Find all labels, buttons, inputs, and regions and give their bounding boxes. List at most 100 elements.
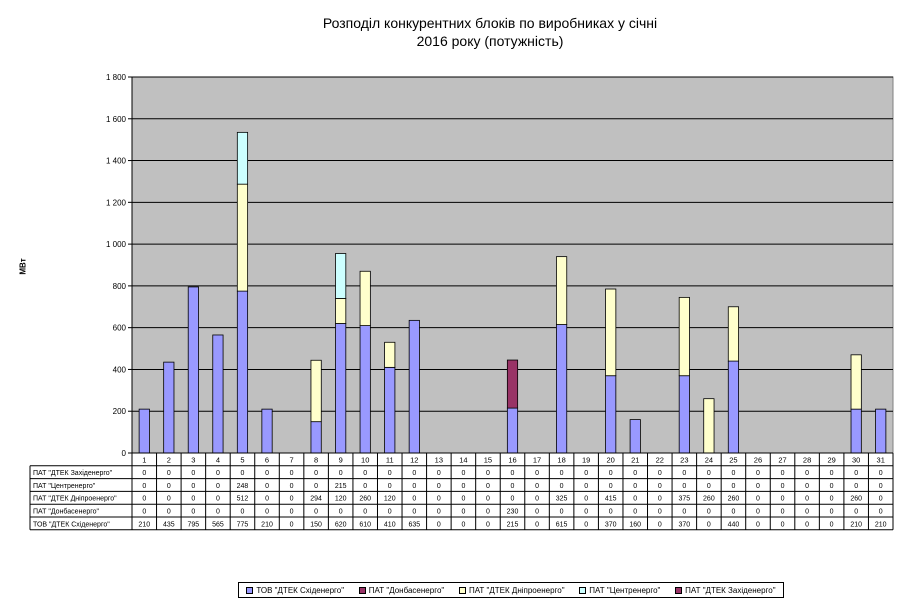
data-label: 0	[191, 483, 195, 490]
data-label: 0	[535, 496, 539, 503]
data-label: 0	[167, 496, 171, 503]
data-label: 0	[682, 509, 686, 516]
y-tick-label: 400	[113, 365, 127, 374]
data-label: 375	[678, 496, 690, 503]
data-label: 795	[188, 521, 200, 528]
legend-swatch	[579, 586, 587, 594]
data-label: 0	[584, 483, 588, 490]
data-label: 0	[290, 470, 294, 477]
x-tick-label: 1	[142, 455, 146, 464]
data-label: 0	[216, 509, 220, 516]
data-label: 610	[359, 521, 371, 528]
bar-segment	[629, 419, 641, 454]
data-label: 0	[142, 509, 146, 516]
data-label: 294	[310, 496, 322, 503]
data-label: 0	[142, 496, 146, 503]
table-series-label: ТОВ "ДТЕК Східенерго"	[33, 520, 110, 528]
y-tick-label: 1 600	[106, 115, 127, 124]
x-tick-label: 28	[803, 455, 811, 464]
legend-label: ПАТ "Центренерго"	[589, 585, 661, 595]
data-label: 0	[437, 470, 441, 477]
legend-label: ПАТ "ДТЕК Дніпроенерго"	[468, 585, 565, 595]
data-label: 0	[216, 470, 220, 477]
data-label: 0	[805, 521, 809, 528]
x-tick-label: 23	[680, 455, 688, 464]
data-label: 775	[237, 521, 249, 528]
data-label: 0	[486, 509, 490, 516]
data-label: 0	[560, 470, 564, 477]
data-label: 0	[830, 483, 834, 490]
data-label: 0	[461, 470, 465, 477]
data-label: 0	[731, 470, 735, 477]
data-label: 565	[212, 521, 224, 528]
data-label: 0	[658, 496, 662, 503]
legend-swatch	[458, 586, 466, 594]
data-label: 0	[781, 483, 785, 490]
x-tick-label: 17	[533, 455, 541, 464]
data-label: 0	[511, 470, 515, 477]
data-label: 0	[781, 521, 785, 528]
data-label: 325	[556, 496, 568, 503]
data-label: 0	[142, 470, 146, 477]
data-label: 0	[511, 496, 515, 503]
y-tick-label: 600	[113, 324, 127, 333]
x-tick-label: 13	[435, 455, 443, 464]
data-label: 0	[830, 521, 834, 528]
x-tick-label: 10	[361, 455, 369, 464]
data-label: 0	[412, 509, 416, 516]
data-label: 415	[605, 496, 617, 503]
bar-segment	[556, 256, 568, 325]
data-label: 0	[486, 521, 490, 528]
data-label: 0	[879, 470, 883, 477]
x-tick-label: 31	[877, 455, 885, 464]
data-label: 0	[756, 496, 760, 503]
x-tick-label: 27	[778, 455, 786, 464]
data-label: 150	[310, 521, 322, 528]
data-label: 0	[535, 509, 539, 516]
data-label: 0	[756, 521, 760, 528]
x-tick-label: 24	[705, 455, 713, 464]
data-label: 370	[678, 521, 690, 528]
x-tick-label: 21	[631, 455, 639, 464]
data-label: 0	[437, 483, 441, 490]
legend-entry: ПАТ "Центренерго"	[579, 586, 660, 595]
data-label: 0	[290, 509, 294, 516]
legend-entry: ТОВ "ДТЕК Східенерго"	[246, 586, 344, 595]
data-label: 0	[584, 509, 588, 516]
data-label: 0	[216, 483, 220, 490]
data-label: 0	[265, 509, 269, 516]
data-label: 260	[359, 496, 371, 503]
data-label: 0	[756, 509, 760, 516]
bar-segment	[335, 298, 347, 324]
bar-segment	[335, 253, 347, 299]
data-label: 0	[756, 483, 760, 490]
x-tick-label: 29	[827, 455, 835, 464]
legend: ТОВ "ДТЕК Східенерго" ПАТ "Донбасенерго" П…	[238, 582, 784, 598]
data-label: 0	[879, 483, 883, 490]
data-label: 0	[191, 470, 195, 477]
bar-segment	[506, 359, 519, 409]
data-label: 0	[781, 470, 785, 477]
data-label: 0	[265, 496, 269, 503]
data-label: 0	[167, 509, 171, 516]
data-label: 0	[167, 483, 171, 490]
bar-segment	[875, 408, 887, 454]
x-tick-label: 20	[607, 455, 615, 464]
data-label: 370	[605, 521, 617, 528]
y-tick-label: 200	[113, 407, 127, 416]
data-label: 0	[388, 483, 392, 490]
y-tick-label: 1 000	[106, 240, 127, 249]
data-label: 0	[461, 521, 465, 528]
bar-segment	[727, 306, 739, 362]
data-label: 0	[314, 470, 318, 477]
data-label: 0	[191, 509, 195, 516]
data-label: 215	[507, 521, 519, 528]
data-label: 0	[290, 521, 294, 528]
data-label: 120	[335, 496, 347, 503]
data-label: 0	[633, 496, 637, 503]
bar-segment	[163, 361, 175, 454]
data-label: 0	[756, 470, 760, 477]
legend-entry: ПАТ "ДТЕК Дніпроенерго"	[458, 585, 565, 595]
bar-segment	[335, 323, 347, 454]
data-label: 0	[854, 470, 858, 477]
